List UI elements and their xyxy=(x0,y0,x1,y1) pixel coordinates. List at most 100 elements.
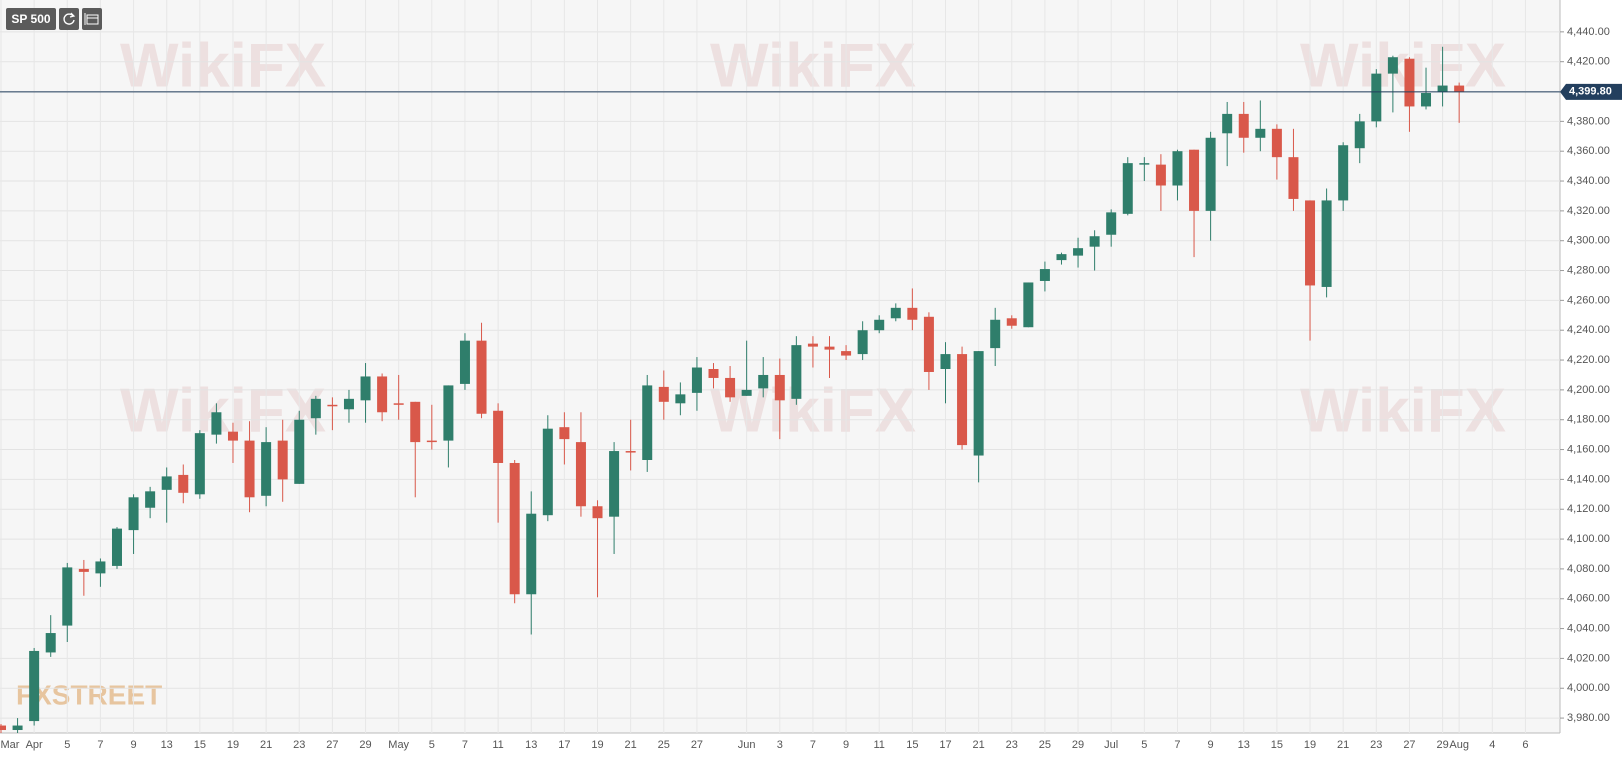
x-tick-label: 21 xyxy=(625,739,637,751)
y-tick-label: 4,320.00 xyxy=(1567,205,1610,217)
watermark: WikiFX xyxy=(1300,31,1506,100)
candle-body xyxy=(758,374,769,389)
calendar-icon xyxy=(84,13,99,25)
candle-body xyxy=(111,528,122,566)
x-tick-label: 15 xyxy=(906,739,918,751)
candle-body xyxy=(609,451,620,517)
candle-body xyxy=(1338,145,1349,201)
candle-body xyxy=(426,440,437,443)
y-tick-label: 4,020.00 xyxy=(1567,652,1610,664)
refresh-button[interactable] xyxy=(59,8,79,30)
candle-body xyxy=(857,330,868,355)
candle-body xyxy=(493,410,504,463)
calendar-button[interactable] xyxy=(82,8,102,30)
candle-body xyxy=(244,440,255,498)
candle-body xyxy=(1139,163,1150,165)
candle-body xyxy=(824,346,835,350)
x-tick-label: 29 xyxy=(1436,739,1448,751)
watermark: WikiFX xyxy=(120,31,326,100)
candle-body xyxy=(592,506,603,519)
candle-body xyxy=(1387,57,1398,74)
x-tick-label: 7 xyxy=(1174,739,1180,751)
y-tick-label: 4,040.00 xyxy=(1567,622,1610,634)
candle-body xyxy=(841,351,852,356)
candle-body xyxy=(1006,318,1017,326)
candle-body xyxy=(377,376,388,413)
candle-body xyxy=(526,513,537,595)
x-tick-label: Apr xyxy=(26,739,43,751)
x-tick-label: 29 xyxy=(1072,739,1084,751)
x-tick-label: 15 xyxy=(1271,739,1283,751)
candle-body xyxy=(310,398,321,419)
candle-body xyxy=(0,725,6,731)
x-tick-label: 27 xyxy=(691,739,703,751)
y-tick-label: 4,360.00 xyxy=(1567,145,1610,157)
candle-body xyxy=(658,386,669,402)
x-tick-label: 9 xyxy=(843,739,849,751)
candle-body xyxy=(691,367,702,393)
candle-body xyxy=(1089,236,1100,247)
x-tick-label: 13 xyxy=(1238,739,1250,751)
x-tick-label: 17 xyxy=(558,739,570,751)
candle-body xyxy=(708,369,719,378)
candle-body xyxy=(575,442,586,507)
y-tick-label: 4,000.00 xyxy=(1567,682,1610,694)
x-tick-label: 21 xyxy=(260,739,272,751)
candle-body xyxy=(443,385,454,441)
candle-body xyxy=(1404,58,1415,107)
candle-body xyxy=(128,497,139,531)
candle-body xyxy=(509,462,520,595)
candle-body xyxy=(343,398,354,410)
candle-body xyxy=(642,385,653,460)
candle-body xyxy=(1305,200,1316,286)
candle-body xyxy=(410,401,421,443)
y-tick-label: 4,100.00 xyxy=(1567,533,1610,545)
x-tick-label: 25 xyxy=(1039,739,1051,751)
x-tick-label: 23 xyxy=(1006,739,1018,751)
x-tick-label: 7 xyxy=(810,739,816,751)
y-tick-label: 4,240.00 xyxy=(1567,324,1610,336)
y-tick-label: 4,120.00 xyxy=(1567,503,1610,515)
candle-body xyxy=(1106,212,1117,235)
candle-body xyxy=(178,474,189,493)
x-tick-label: 13 xyxy=(525,739,537,751)
candle-body xyxy=(1073,248,1084,256)
candle-body xyxy=(741,389,752,396)
x-tick-label: Jul xyxy=(1104,739,1118,751)
x-tick-label: 21 xyxy=(1337,739,1349,751)
x-tick-label: 23 xyxy=(293,739,305,751)
candle-body xyxy=(12,725,23,731)
y-tick-label: 4,440.00 xyxy=(1567,26,1610,38)
candle-body xyxy=(890,307,901,319)
symbol-button[interactable]: SP 500 xyxy=(6,8,56,30)
x-tick-label: 19 xyxy=(591,739,603,751)
y-tick-label: 4,280.00 xyxy=(1567,264,1610,276)
x-tick-label: 7 xyxy=(462,739,468,751)
candle-body xyxy=(29,650,40,722)
candle-body xyxy=(1222,113,1233,134)
y-tick-label: 4,220.00 xyxy=(1567,354,1610,366)
candle-body xyxy=(476,340,487,414)
candle-body xyxy=(1189,149,1200,211)
x-tick-label: 9 xyxy=(1208,739,1214,751)
x-tick-label: 15 xyxy=(194,739,206,751)
y-tick-label: 4,380.00 xyxy=(1567,115,1610,127)
y-tick-label: 4,260.00 xyxy=(1567,294,1610,306)
candle-body xyxy=(45,633,56,653)
candle-body xyxy=(194,433,205,495)
x-tick-label: 9 xyxy=(130,739,136,751)
candle-body xyxy=(874,319,885,331)
candle-body xyxy=(1321,200,1332,287)
candle-body xyxy=(559,427,570,440)
candle-body xyxy=(542,428,553,516)
x-tick-label: 5 xyxy=(1141,739,1147,751)
x-tick-label: Jun xyxy=(738,739,756,751)
candle-body xyxy=(1155,164,1166,186)
x-tick-label: 13 xyxy=(161,739,173,751)
x-tick-label: 7 xyxy=(97,739,103,751)
x-tick-label: 6 xyxy=(1522,739,1528,751)
candle-body xyxy=(791,345,802,399)
x-tick-label: Mar xyxy=(1,739,20,751)
